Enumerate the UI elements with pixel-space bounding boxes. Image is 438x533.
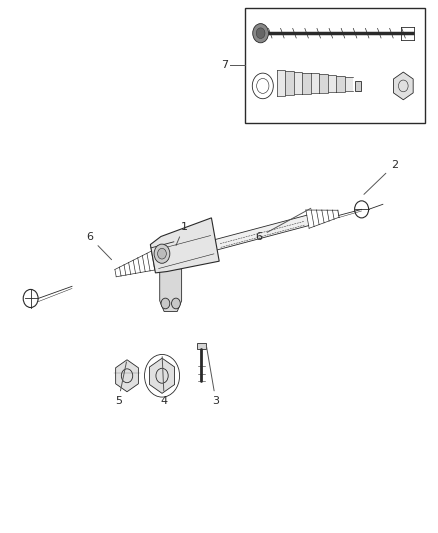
Polygon shape <box>336 76 345 92</box>
Polygon shape <box>285 71 294 95</box>
Circle shape <box>172 298 180 309</box>
Text: 6: 6 <box>86 232 112 260</box>
Polygon shape <box>319 75 328 93</box>
Polygon shape <box>294 72 302 94</box>
Circle shape <box>256 28 265 38</box>
Polygon shape <box>150 218 219 273</box>
Polygon shape <box>160 269 182 311</box>
Text: 2: 2 <box>364 160 398 195</box>
Text: 7: 7 <box>221 60 228 70</box>
Text: 6: 6 <box>255 208 311 242</box>
Bar <box>245 8 425 123</box>
Polygon shape <box>277 70 285 95</box>
Polygon shape <box>328 75 336 92</box>
Text: 4: 4 <box>161 357 168 406</box>
Bar <box>355 81 361 91</box>
Circle shape <box>161 298 170 309</box>
Text: 1: 1 <box>176 222 187 246</box>
Polygon shape <box>311 74 319 93</box>
Polygon shape <box>152 215 309 266</box>
Polygon shape <box>302 72 311 94</box>
Circle shape <box>158 248 166 259</box>
Polygon shape <box>345 77 353 91</box>
Text: 5: 5 <box>115 362 127 406</box>
Bar <box>197 343 206 349</box>
Circle shape <box>253 23 268 43</box>
Text: 3: 3 <box>206 345 219 406</box>
Circle shape <box>154 244 170 263</box>
